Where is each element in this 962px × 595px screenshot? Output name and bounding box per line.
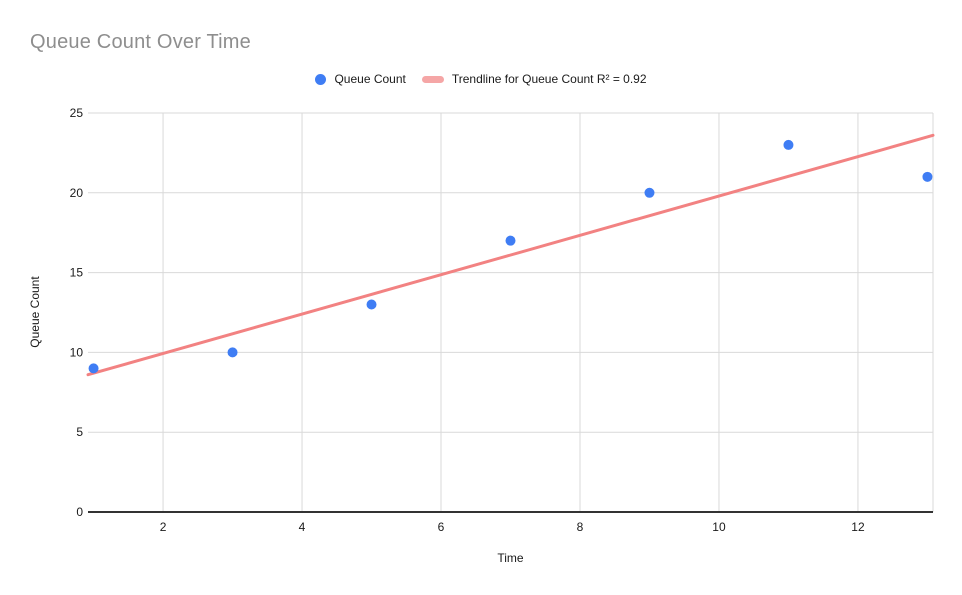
y-tick-label: 25	[70, 106, 84, 120]
x-tick-label: 10	[712, 520, 726, 534]
trendline[interactable]	[86, 133, 935, 377]
y-tick-label: 20	[70, 186, 84, 200]
legend-label-trendline: Trendline for Queue Count R² = 0.92	[451, 72, 647, 86]
legend-item-queue-count[interactable]: Queue Count	[315, 72, 406, 86]
x-tick-label: 8	[577, 520, 584, 534]
y-tick-label: 0	[76, 505, 83, 519]
x-tick-label: 12	[851, 520, 865, 534]
data-point[interactable]	[505, 235, 516, 246]
legend-item-trendline[interactable]: Trendline for Queue Count R² = 0.92	[421, 72, 647, 86]
data-point[interactable]	[922, 171, 933, 182]
chart-title: Queue Count Over Time	[30, 31, 251, 53]
data-point[interactable]	[783, 139, 794, 150]
legend: Queue Count Trendline for Queue Count R²…	[0, 72, 962, 86]
data-point[interactable]	[644, 187, 655, 198]
data-point[interactable]	[88, 363, 99, 374]
y-axis-title: Queue Count	[28, 276, 42, 348]
data-point[interactable]	[227, 347, 238, 358]
legend-label-queue-count: Queue Count	[334, 72, 406, 86]
x-tick-label: 4	[299, 520, 306, 534]
x-tick-label: 2	[160, 520, 167, 534]
x-tick-label: 6	[438, 520, 445, 534]
y-tick-label: 5	[76, 425, 83, 439]
data-point[interactable]	[366, 299, 377, 310]
y-tick-label: 10	[70, 345, 84, 359]
y-tick-label: 15	[70, 266, 84, 280]
point-swatch-icon	[315, 73, 327, 85]
trendline-swatch-icon	[421, 75, 444, 83]
x-axis-title: Time	[497, 551, 524, 565]
